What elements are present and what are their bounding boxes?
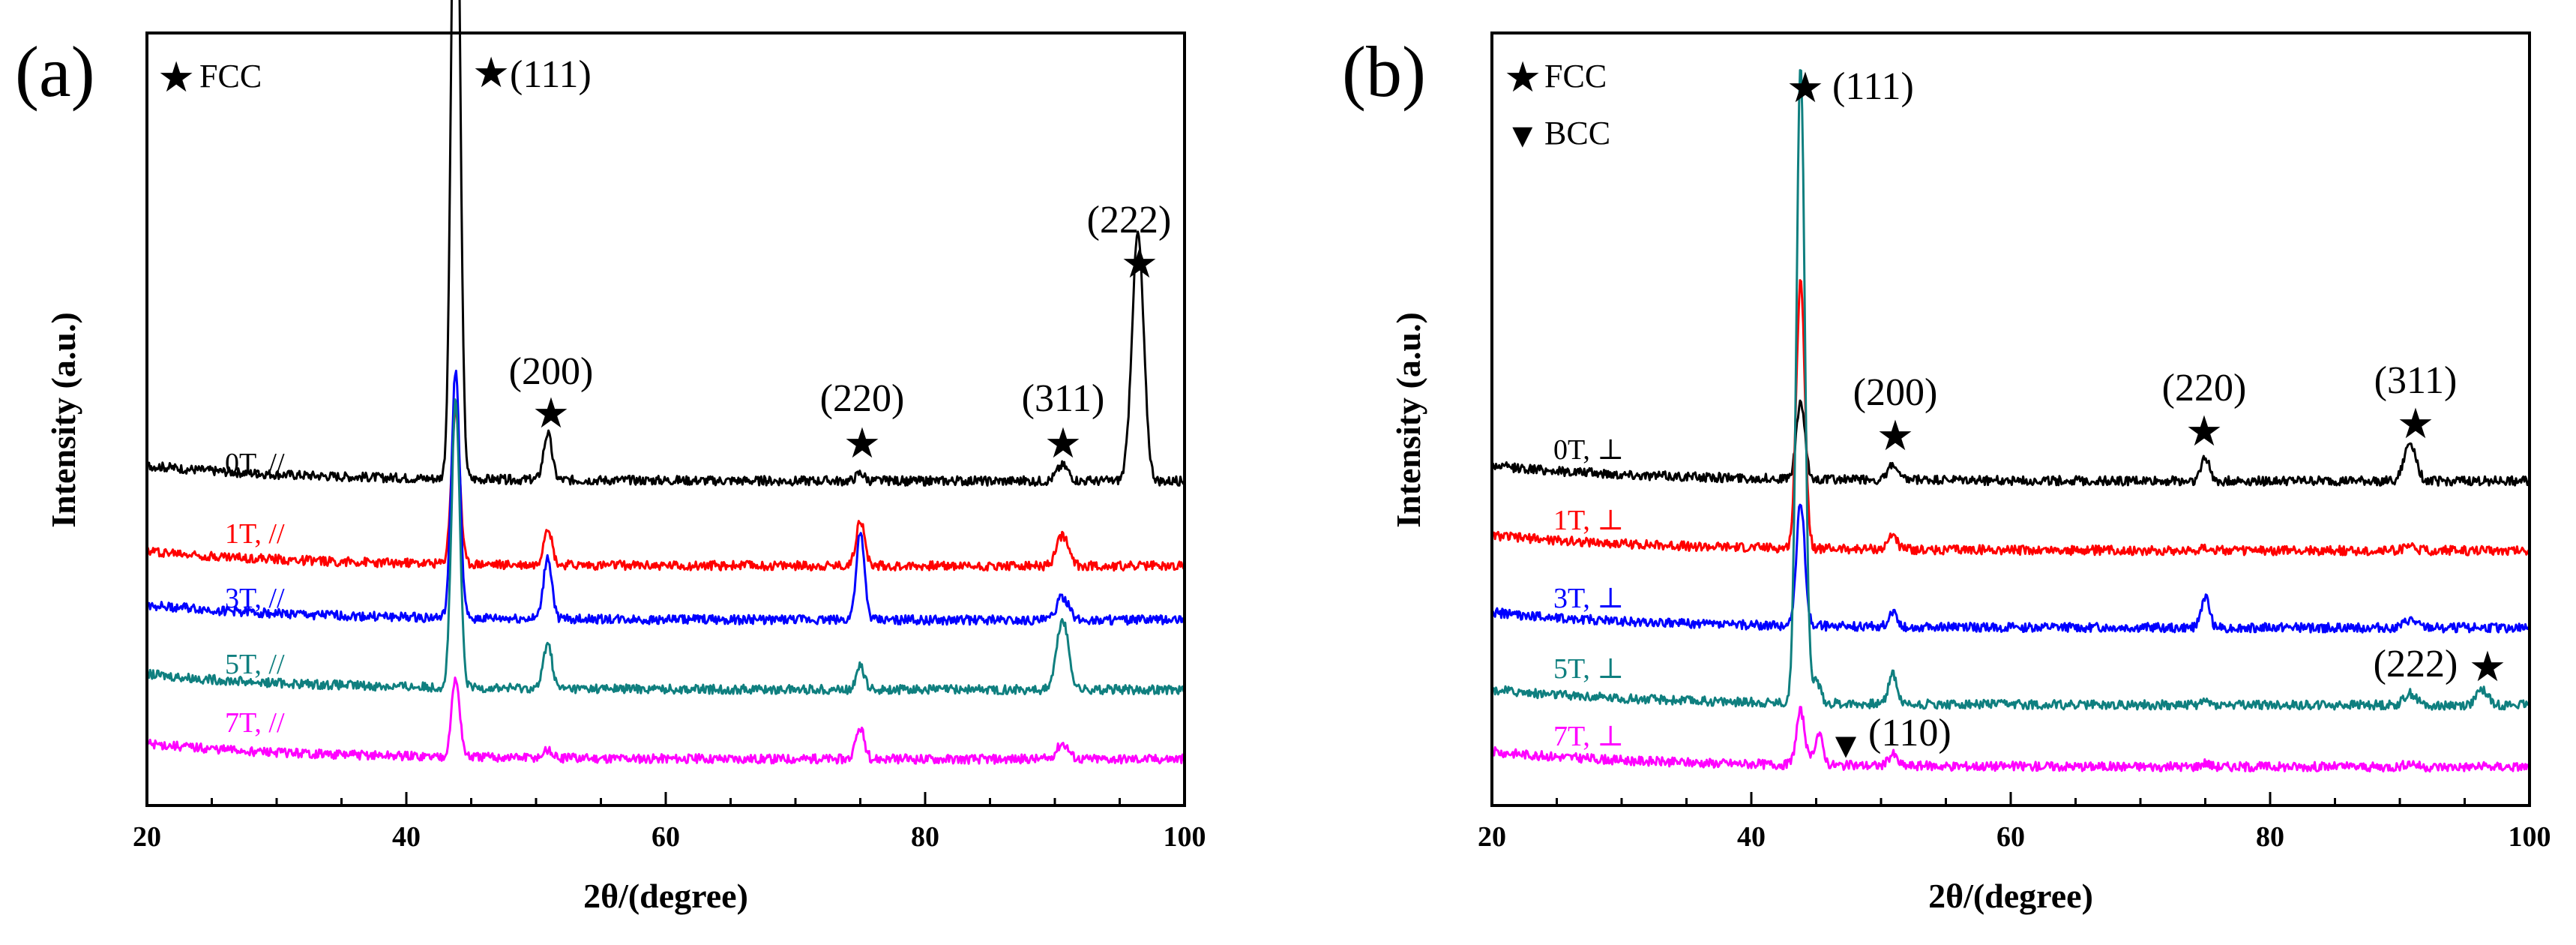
x-tick-label: 80	[911, 821, 939, 853]
plot-area-a	[145, 0, 1186, 765]
peak-label: (311)	[2374, 359, 2458, 402]
peak-label: (110)	[1868, 712, 1951, 754]
peak-annotation-110-b: ▼ (110)	[1828, 712, 1951, 766]
x-tick-label: 20	[1478, 821, 1506, 853]
x-axis-ticks-a	[145, 792, 1186, 806]
x-tick-label: 100	[2509, 821, 2551, 853]
y-axis-label-a: Intensity (a.u.)	[44, 312, 82, 528]
star-icon: ★	[2469, 644, 2506, 691]
x-tick-label: 40	[392, 821, 421, 853]
x-tick-label: 60	[1996, 821, 2025, 853]
series-label-5t-a: 5T, //	[225, 649, 285, 680]
star-icon: ★	[532, 391, 570, 437]
series-line-3t-a	[145, 369, 1186, 626]
peak-annotation-200-a: (200) ★	[509, 350, 594, 437]
legend-label-fcc: FCC	[199, 58, 262, 94]
x-axis-label-a: 2θ/(degree)	[583, 877, 748, 915]
star-icon: ★	[1787, 65, 1824, 112]
series-label-1t-a: 1T, //	[225, 518, 285, 550]
peak-annotation-222-a: (222) ★	[1087, 199, 1172, 287]
x-tick-label: 20	[133, 821, 161, 853]
series-label-3t-b: 3T, ⊥	[1553, 583, 1624, 614]
peak-annotation-200-b: (200) ★	[1853, 371, 1938, 460]
peak-label: (200)	[509, 350, 594, 393]
panel-b: (b) 20 40 60 80 100 2θ/(degree) Intensit…	[1342, 32, 2551, 915]
peak-annotation-220-b: (220) ★	[2162, 367, 2247, 455]
series-line-5t-b	[1490, 69, 2531, 711]
star-icon: ★	[1044, 421, 1082, 467]
peak-label: (222)	[2374, 643, 2458, 686]
axes-frame-b	[1490, 32, 2531, 807]
x-tick-label: 100	[1164, 821, 1206, 853]
star-icon: ★	[1121, 241, 1158, 287]
peak-label: (111)	[510, 53, 592, 96]
y-axis-label-b: Intensity (a.u.)	[1389, 312, 1427, 528]
peak-label: (200)	[1853, 371, 1938, 414]
peak-label: (222)	[1087, 199, 1172, 242]
series-line-3t-b	[1490, 503, 2531, 634]
peak-label: (111)	[1832, 65, 1914, 108]
panel-label-a: (a)	[15, 32, 95, 112]
peak-label: (220)	[2162, 367, 2247, 410]
x-tick-label: 60	[651, 821, 680, 853]
peak-label: (220)	[820, 377, 905, 420]
star-icon: ★	[843, 421, 881, 467]
star-icon: ★	[1504, 55, 1541, 101]
x-axis-ticks-b	[1490, 792, 2531, 806]
series-label-0t-a: 0T, //	[225, 448, 285, 479]
series-line-7t-a	[146, 676, 1186, 765]
peak-annotation-311-b: (311) ★	[2374, 359, 2458, 448]
series-label-5t-b: 5T, ⊥	[1553, 653, 1624, 685]
panel-label-b: (b)	[1342, 32, 1426, 112]
x-tick-label: 40	[1737, 821, 1766, 853]
triangle-down-icon: ▼	[1505, 116, 1540, 154]
star-icon: ★	[2185, 409, 2223, 455]
series-line-0t-a	[145, 0, 1185, 487]
peak-label: (311)	[1022, 377, 1105, 420]
series-label-1t-b: 1T, ⊥	[1553, 505, 1624, 536]
series-line-1t-b	[1490, 279, 2531, 556]
legend-a: ★ FCC	[157, 55, 262, 101]
star-icon: ★	[157, 55, 195, 101]
plot-area-b	[1490, 69, 2531, 773]
series-label-3t-a: 3T, //	[225, 583, 285, 614]
legend-label-fcc: FCC	[1544, 58, 1607, 94]
series-line-5t-a	[145, 398, 1186, 696]
series-line-0t-b	[1490, 399, 2531, 487]
series-line-7t-b	[1490, 706, 2531, 773]
peak-annotation-220-a: (220) ★	[820, 377, 905, 467]
peak-annotation-222-b: (222) ★	[2374, 643, 2506, 691]
peak-annotation-311-a: (311) ★	[1022, 377, 1105, 467]
series-label-0t-b: 0T, ⊥	[1553, 434, 1624, 466]
star-icon: ★	[1877, 413, 1914, 460]
panel-a: (a) 20 40 60 80 100 2θ/(degree) Intensit…	[15, 0, 1206, 915]
legend-b: ★ FCC ▼ BCC	[1504, 55, 1610, 154]
x-tick-label: 80	[2256, 821, 2284, 853]
peak-annotation-111-b: ★ (111)	[1787, 65, 1914, 112]
legend-label-bcc: BCC	[1544, 115, 1610, 152]
x-axis-label-b: 2θ/(degree)	[1928, 877, 2093, 915]
triangle-down-icon: ▼	[1828, 726, 1864, 766]
star-icon: ★	[2397, 401, 2434, 448]
series-label-7t-b: 7T, ⊥	[1553, 721, 1624, 752]
series-label-7t-a: 7T, //	[225, 707, 285, 739]
series-line-1t-a	[145, 406, 1185, 572]
peak-annotation-111-a: ★ (111)	[472, 50, 592, 97]
star-icon: ★	[472, 50, 510, 97]
